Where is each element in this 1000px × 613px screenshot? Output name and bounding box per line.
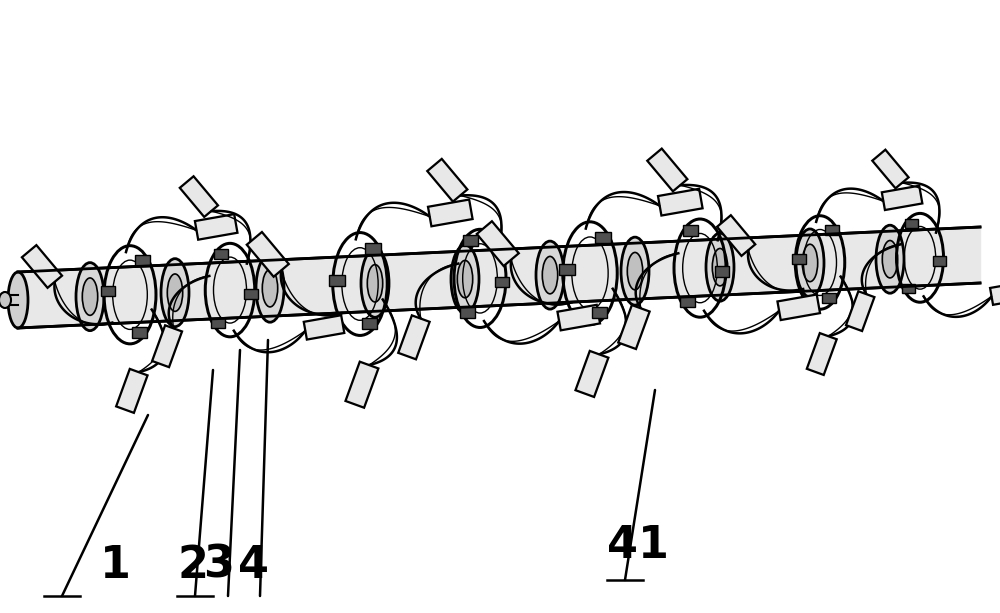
Text: 3: 3 xyxy=(203,544,233,587)
Polygon shape xyxy=(575,351,608,397)
FancyBboxPatch shape xyxy=(362,318,377,329)
FancyBboxPatch shape xyxy=(559,264,575,275)
FancyBboxPatch shape xyxy=(933,256,946,266)
Ellipse shape xyxy=(627,253,643,290)
Text: 2: 2 xyxy=(178,544,208,587)
FancyBboxPatch shape xyxy=(680,297,695,307)
FancyBboxPatch shape xyxy=(365,243,381,254)
Ellipse shape xyxy=(457,261,473,298)
Ellipse shape xyxy=(536,241,564,309)
Ellipse shape xyxy=(76,262,104,330)
Polygon shape xyxy=(557,305,600,330)
Ellipse shape xyxy=(8,272,28,328)
Ellipse shape xyxy=(802,244,818,281)
Polygon shape xyxy=(717,215,755,256)
Polygon shape xyxy=(247,232,289,276)
FancyBboxPatch shape xyxy=(211,318,225,327)
Ellipse shape xyxy=(621,237,649,305)
FancyBboxPatch shape xyxy=(825,225,839,235)
Polygon shape xyxy=(777,294,820,320)
Polygon shape xyxy=(658,189,703,216)
Polygon shape xyxy=(872,150,909,188)
FancyBboxPatch shape xyxy=(715,267,729,277)
Ellipse shape xyxy=(167,274,183,311)
Polygon shape xyxy=(428,200,473,226)
Polygon shape xyxy=(427,159,467,202)
Ellipse shape xyxy=(256,254,284,322)
Ellipse shape xyxy=(882,240,898,278)
FancyBboxPatch shape xyxy=(595,232,611,243)
FancyBboxPatch shape xyxy=(329,275,345,286)
FancyBboxPatch shape xyxy=(683,225,698,235)
Polygon shape xyxy=(195,214,237,240)
FancyBboxPatch shape xyxy=(460,307,475,318)
Ellipse shape xyxy=(161,259,189,327)
Ellipse shape xyxy=(542,256,558,294)
Ellipse shape xyxy=(796,229,824,297)
Polygon shape xyxy=(345,362,378,408)
FancyBboxPatch shape xyxy=(792,254,806,264)
Text: 4: 4 xyxy=(238,544,268,587)
Polygon shape xyxy=(116,369,148,413)
Polygon shape xyxy=(882,186,922,210)
Polygon shape xyxy=(152,326,182,367)
Polygon shape xyxy=(304,315,344,340)
Polygon shape xyxy=(846,291,874,331)
Ellipse shape xyxy=(262,270,278,307)
FancyBboxPatch shape xyxy=(244,289,258,299)
Text: 41: 41 xyxy=(607,524,669,566)
Polygon shape xyxy=(398,315,430,359)
Polygon shape xyxy=(22,245,62,288)
Ellipse shape xyxy=(712,248,728,286)
Ellipse shape xyxy=(361,249,389,318)
Ellipse shape xyxy=(876,225,904,293)
Ellipse shape xyxy=(451,245,479,313)
Polygon shape xyxy=(477,221,519,266)
FancyBboxPatch shape xyxy=(463,235,478,246)
FancyBboxPatch shape xyxy=(902,284,915,294)
Polygon shape xyxy=(647,148,687,191)
FancyBboxPatch shape xyxy=(214,249,228,259)
FancyBboxPatch shape xyxy=(135,256,150,266)
FancyBboxPatch shape xyxy=(905,219,918,229)
Ellipse shape xyxy=(367,265,383,302)
Ellipse shape xyxy=(0,292,11,308)
FancyBboxPatch shape xyxy=(101,286,115,297)
Polygon shape xyxy=(990,282,1000,305)
Ellipse shape xyxy=(82,278,98,315)
FancyBboxPatch shape xyxy=(822,294,836,303)
Text: 1: 1 xyxy=(100,544,130,587)
Polygon shape xyxy=(618,305,650,349)
Polygon shape xyxy=(180,177,218,217)
Ellipse shape xyxy=(706,233,734,301)
FancyBboxPatch shape xyxy=(495,276,509,287)
FancyBboxPatch shape xyxy=(132,327,147,338)
FancyBboxPatch shape xyxy=(592,307,607,318)
Polygon shape xyxy=(807,333,837,375)
